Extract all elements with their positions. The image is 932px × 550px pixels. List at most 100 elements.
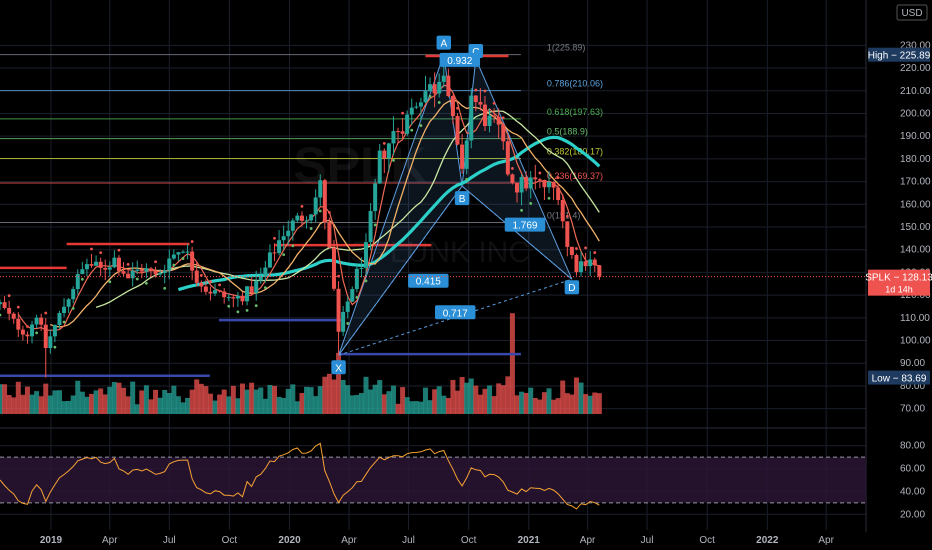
volume-bar xyxy=(139,390,145,414)
harmonic-point-label: C xyxy=(472,47,479,58)
candle-body xyxy=(267,252,272,268)
candle-body xyxy=(98,261,103,268)
signal-dot xyxy=(501,116,505,120)
volume-bar xyxy=(47,395,53,414)
volume-bar xyxy=(2,384,8,414)
candle-body xyxy=(583,261,588,267)
volume-bar xyxy=(294,401,300,414)
harmonic-point-label-box xyxy=(331,360,346,375)
volume-bar xyxy=(153,389,159,414)
signal-dot xyxy=(465,177,469,181)
signal-dot xyxy=(117,248,121,252)
signal-dot xyxy=(7,294,11,298)
volume-bar xyxy=(20,394,26,414)
signal-dot xyxy=(419,124,423,127)
signal-markers xyxy=(0,62,597,349)
volume-bar xyxy=(564,393,570,414)
candle-body xyxy=(560,199,565,222)
candle-body xyxy=(473,95,478,103)
candle-body xyxy=(345,301,350,312)
candle-body xyxy=(359,267,364,269)
low-price-tag: Low − 83.69 xyxy=(872,374,927,385)
candle-body xyxy=(597,265,602,277)
candle-body xyxy=(48,336,53,349)
volume-bar xyxy=(15,381,21,414)
volume-bar xyxy=(514,395,520,414)
harmonic-ratio-label: 0.415 xyxy=(416,277,441,288)
price-tick-label: 180.00 xyxy=(900,154,931,165)
signal-dot xyxy=(556,176,560,180)
price-tick-label: 200.00 xyxy=(900,108,931,119)
candle-body xyxy=(231,297,236,299)
harmonic-point-label-box xyxy=(454,191,470,206)
volume-bar xyxy=(459,377,465,414)
volume-bar xyxy=(445,397,451,414)
candle-body xyxy=(533,177,538,180)
volume-bar xyxy=(130,381,136,414)
candle-body xyxy=(167,258,172,271)
candle-body xyxy=(286,230,291,237)
candle-body xyxy=(162,270,167,274)
signal-dot xyxy=(0,313,2,317)
candle-body xyxy=(377,150,382,184)
candle-body xyxy=(34,317,39,325)
volume-bar xyxy=(336,352,342,414)
time-tick-label: Apr xyxy=(341,535,357,546)
candle-body xyxy=(290,220,295,231)
volume-bar xyxy=(203,386,209,414)
candle-body xyxy=(368,211,373,243)
signal-dot xyxy=(26,325,29,328)
harmonic-ratio-label-box xyxy=(408,273,449,288)
candle-body xyxy=(263,267,268,277)
candle-body xyxy=(519,176,524,193)
candle-body xyxy=(144,268,149,272)
candle-body xyxy=(190,251,195,271)
volume-bar xyxy=(505,376,511,414)
candle-body xyxy=(226,297,231,299)
candle-body xyxy=(542,180,547,188)
candle-body xyxy=(396,131,401,133)
volume-bar xyxy=(468,378,474,414)
price-tick-label: 90.00 xyxy=(900,358,925,369)
volume-bar xyxy=(299,393,305,414)
candle-body xyxy=(409,107,414,115)
price-tick-label: 230.00 xyxy=(900,40,931,51)
time-tick-label: Jul xyxy=(641,535,654,546)
signal-dot xyxy=(575,247,578,250)
candle-body xyxy=(295,215,300,221)
currency-badge-box xyxy=(896,4,928,21)
volume-bar xyxy=(185,397,191,414)
horizontal-lines[interactable] xyxy=(0,54,521,377)
volume-bar xyxy=(592,392,598,414)
currency-badge[interactable]: USD xyxy=(896,4,928,21)
price-tick-label: 100.00 xyxy=(900,336,931,347)
signal-dot xyxy=(401,111,405,115)
candle-body xyxy=(423,91,428,103)
volume-bar xyxy=(537,399,543,414)
candle-body xyxy=(153,271,158,275)
volume-bar xyxy=(11,397,17,414)
candle-body xyxy=(203,286,208,292)
candle-body xyxy=(514,182,519,193)
rsi-pane[interactable] xyxy=(0,442,866,510)
signal-dot xyxy=(483,89,487,93)
price-tick-label: 220.00 xyxy=(900,63,931,74)
volume-bar xyxy=(180,402,186,414)
candle-body xyxy=(235,295,240,299)
price-tick-label: 150.00 xyxy=(900,222,931,233)
candle-body xyxy=(158,273,163,275)
volume-bar xyxy=(70,395,76,414)
signal-dot xyxy=(300,204,304,208)
signal-dot xyxy=(529,202,533,205)
time-tick-label: 2019 xyxy=(40,535,63,546)
candle-body xyxy=(492,115,497,117)
volume-bar xyxy=(432,389,438,414)
candle-body xyxy=(592,259,597,266)
volume-bar xyxy=(52,390,58,414)
candle-body xyxy=(478,102,483,105)
harmonic-ratio-label: 1.769 xyxy=(512,221,537,232)
volume-bar xyxy=(372,384,378,414)
candle-body xyxy=(455,115,460,145)
volume-bar xyxy=(221,389,227,414)
